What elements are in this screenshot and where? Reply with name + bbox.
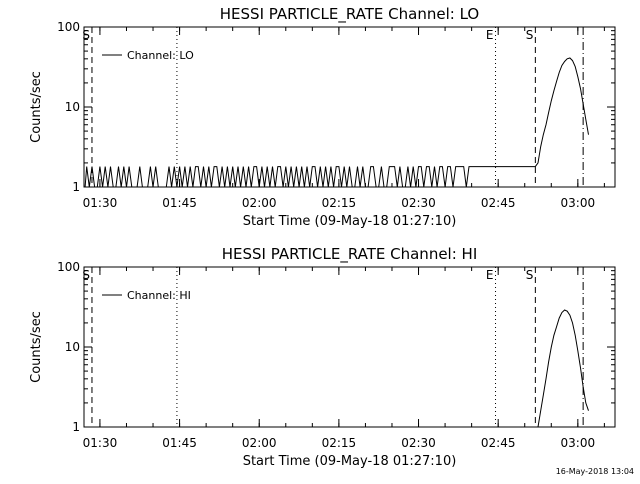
y-tick-label: 100: [57, 20, 80, 34]
x-tick-label: 02:00: [242, 436, 277, 450]
chart-title: HESSI PARTICLE_RATE Channel: HI: [222, 245, 478, 264]
x-axis-label: Start Time (09-May-18 01:27:10): [243, 454, 457, 469]
x-axis-label: Start Time (09-May-18 01:27:10): [243, 214, 457, 229]
marker-label: S: [82, 268, 90, 282]
x-tick-label: 02:30: [401, 436, 436, 450]
y-tick-label: 10: [65, 340, 80, 354]
marker-label: S: [526, 28, 534, 42]
x-tick-label: 02:15: [322, 436, 357, 450]
x-tick-label: 01:30: [83, 196, 118, 210]
series-line: [84, 57, 589, 188]
y-tick-label: 1: [72, 420, 80, 434]
y-tick-label: 1: [72, 180, 80, 194]
x-tick-label: 01:45: [162, 436, 197, 450]
legend-label: Channel: HI: [127, 289, 191, 302]
chart-title: HESSI PARTICLE_RATE Channel: LO: [220, 5, 479, 24]
x-tick-label: 03:00: [561, 436, 596, 450]
date-stamp: 16-May-2018 13:04: [555, 467, 634, 476]
x-tick-label: 02:30: [401, 196, 436, 210]
x-tick-label: 02:15: [322, 196, 357, 210]
x-tick-label: 02:00: [242, 196, 277, 210]
x-tick-label: 01:30: [83, 436, 118, 450]
x-tick-label: 03:00: [561, 196, 596, 210]
x-tick-label: 02:45: [481, 196, 516, 210]
marker-label: S: [82, 28, 90, 42]
legend-label: Channel: LO: [127, 49, 194, 62]
y-axis-label: Counts/sec: [29, 71, 44, 143]
series-line: [537, 309, 589, 428]
marker-label: E: [486, 268, 494, 282]
y-tick-label: 100: [57, 260, 80, 274]
x-tick-label: 02:45: [481, 436, 516, 450]
marker-label: S: [526, 268, 534, 282]
y-axis-label: Counts/sec: [29, 311, 44, 383]
y-tick-label: 10: [65, 100, 80, 114]
x-tick-label: 01:45: [162, 196, 197, 210]
marker-label: E: [486, 28, 494, 42]
